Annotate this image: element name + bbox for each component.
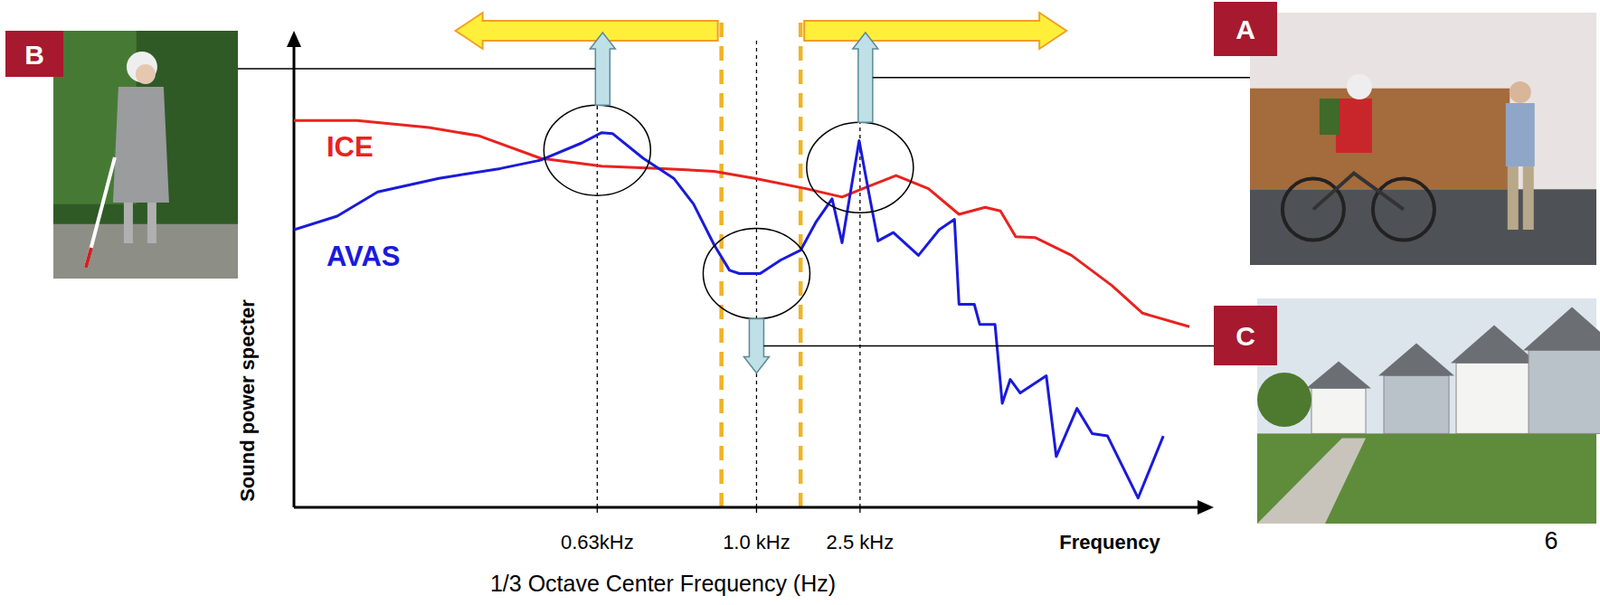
highlight-circle [543, 104, 651, 196]
tick-label: 0.63kHz [560, 530, 635, 554]
photo-helmet [1346, 74, 1373, 100]
x-axis-arrow [1197, 500, 1214, 515]
photo-path [53, 224, 238, 279]
callout-box [5, 30, 64, 77]
series-line [293, 120, 1190, 327]
photo-frame [1313, 173, 1404, 210]
photo-roof [1450, 324, 1538, 363]
photo-leg [1523, 166, 1534, 230]
range-arrow-left [455, 12, 719, 49]
photo [1249, 12, 1597, 266]
x-end-label: Frequency [1059, 530, 1161, 554]
tick-label: 1.0 kHz [722, 530, 791, 554]
photo-house [1528, 350, 1600, 434]
series-label: AVAS [326, 240, 401, 273]
callout-label: C [1235, 321, 1256, 351]
photo-head [1509, 81, 1532, 104]
photo-fence [1249, 88, 1510, 190]
y-axis-arrow [286, 30, 302, 48]
photo-house [1383, 375, 1449, 434]
y-axis [293, 45, 296, 508]
photo-rider [1335, 98, 1373, 153]
leader-line [872, 76, 1250, 79]
highlight-circle [702, 227, 810, 319]
series-line [293, 132, 1164, 499]
axes: 0.63kHz 1.0 kHz 2.5 kHz [286, 19, 1214, 554]
photo-bg [53, 30, 238, 279]
band-edge [719, 19, 724, 508]
photo-house [1456, 362, 1533, 434]
tick-label: 2.5 kHz [826, 530, 895, 554]
photo-lawn [1257, 433, 1597, 524]
grid-line [596, 40, 598, 508]
photo-roof [1523, 306, 1600, 351]
photo-roof [1306, 360, 1372, 389]
series-label: ICE [326, 131, 374, 163]
photo-house [1311, 388, 1366, 434]
leader-line [763, 345, 1258, 348]
leader-line [237, 67, 596, 70]
photo-leg [1507, 166, 1519, 230]
photo-cane [85, 157, 115, 268]
series-group [293, 120, 1190, 499]
photo-coat [113, 86, 170, 203]
photo-walk [1257, 437, 1366, 524]
y-axis-title: Sound power specter [236, 299, 259, 502]
photo [1257, 298, 1600, 524]
photo-cane-tip [85, 247, 92, 268]
photo-tree [1257, 372, 1312, 427]
callout-box [1213, 305, 1278, 366]
x-axis [293, 506, 1200, 510]
photo-leg [123, 202, 133, 244]
x-axis-title: 1/3 Octave Center Frequency (Hz) [490, 570, 836, 597]
photo-face [135, 64, 156, 85]
photo-bg [1249, 12, 1597, 266]
callout-box [1213, 1, 1278, 57]
band-edge [798, 19, 804, 508]
photo [53, 30, 238, 279]
page: 0.63kHz 1.0 kHz 2.5 kHz ICE AVAS B A C Sound pow… [0, 0, 1600, 605]
photo-backpack [1319, 98, 1340, 135]
photo-walker [1505, 103, 1535, 167]
range-arrow-right [804, 12, 1067, 49]
page-number: 6 [1543, 527, 1558, 555]
callout-label: B [24, 39, 45, 70]
callout-label: A [1235, 14, 1256, 45]
highlight-circle [806, 122, 914, 213]
photo-road [1249, 189, 1597, 266]
photo-leg [147, 202, 157, 244]
photo-roof [1378, 342, 1455, 376]
